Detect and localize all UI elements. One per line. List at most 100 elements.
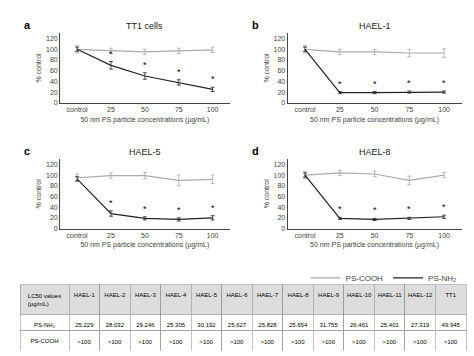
svg-text:0: 0: [281, 99, 285, 106]
svg-text:>100: >100: [413, 339, 427, 345]
svg-text:HAEL-10: HAEL-10: [347, 292, 372, 298]
svg-text:d: d: [252, 145, 259, 157]
svg-text:% control: % control: [263, 53, 270, 83]
svg-text:80: 80: [50, 56, 58, 63]
svg-text:*: *: [338, 204, 342, 214]
svg-text:60: 60: [277, 193, 285, 200]
svg-text:*: *: [143, 60, 147, 70]
svg-text:HAEL-7: HAEL-7: [257, 292, 279, 298]
svg-text:*: *: [211, 74, 215, 84]
svg-text:*: *: [109, 49, 113, 59]
svg-text:*: *: [407, 78, 411, 88]
svg-text:PS-COOH: PS-COOH: [346, 274, 384, 283]
svg-text:*: *: [373, 79, 377, 89]
svg-text:a: a: [24, 19, 31, 31]
svg-text:*: *: [211, 203, 215, 213]
svg-text:100: 100: [46, 46, 58, 53]
svg-text:>100: >100: [322, 339, 336, 345]
svg-text:26.461: 26.461: [350, 322, 369, 328]
svg-text:25: 25: [107, 106, 115, 113]
svg-text:*: *: [442, 202, 446, 212]
svg-text:0: 0: [54, 99, 58, 106]
svg-text:50 nm PS particle concentratio: 50 nm PS particle concentrations (µg/mL): [80, 241, 209, 249]
svg-text:TT1: TT1: [445, 292, 456, 298]
svg-text:% control: % control: [35, 179, 42, 209]
svg-text:40: 40: [50, 78, 58, 85]
svg-text:control: control: [294, 106, 315, 113]
svg-text:*: *: [442, 78, 446, 88]
svg-text:100: 100: [274, 172, 286, 179]
svg-text:27.319: 27.319: [411, 322, 430, 328]
svg-text:120: 120: [46, 35, 58, 42]
svg-text:>100: >100: [169, 339, 183, 345]
svg-text:HAEL-2: HAEL-2: [104, 292, 126, 298]
svg-text:% control: % control: [35, 53, 42, 83]
svg-text:25: 25: [336, 232, 344, 239]
svg-text:50: 50: [141, 106, 149, 113]
svg-text:control: control: [67, 232, 88, 239]
svg-text:25.305: 25.305: [167, 322, 186, 328]
svg-text:75: 75: [175, 232, 183, 239]
svg-text:control: control: [67, 106, 88, 113]
svg-text:*: *: [109, 198, 113, 208]
svg-text:PS-COOH: PS-COOH: [31, 338, 59, 344]
svg-text:HAEL-12: HAEL-12: [408, 292, 433, 298]
svg-text:*: *: [177, 205, 181, 215]
svg-text:25.229: 25.229: [75, 322, 94, 328]
svg-text:31.755: 31.755: [319, 322, 338, 328]
svg-text:*: *: [143, 204, 147, 214]
svg-text:HAEL-6: HAEL-6: [226, 292, 248, 298]
svg-text:>100: >100: [138, 339, 152, 345]
svg-text:HAEL-1: HAEL-1: [359, 21, 391, 31]
svg-text:>100: >100: [199, 339, 213, 345]
svg-text:25.654: 25.654: [289, 322, 308, 328]
svg-text:30.192: 30.192: [197, 322, 216, 328]
svg-text:>100: >100: [352, 339, 366, 345]
svg-text:120: 120: [274, 35, 286, 42]
svg-text:20: 20: [277, 214, 285, 221]
svg-text:>100: >100: [77, 339, 91, 345]
svg-text:HAEL-8: HAEL-8: [288, 292, 310, 298]
svg-text:>100: >100: [444, 339, 458, 345]
svg-text:PS-NH₂: PS-NH₂: [34, 322, 56, 328]
svg-text:50 nm PS particle concentratio: 50 nm PS particle concentrations (µg/mL): [80, 116, 209, 124]
svg-text:40: 40: [277, 78, 285, 85]
svg-text:50: 50: [371, 106, 379, 113]
svg-text:*: *: [373, 205, 377, 215]
svg-text:20: 20: [50, 214, 58, 221]
svg-text:50 nm PS particle concentratio: 50 nm PS particle concentrations (µg/mL): [310, 116, 439, 124]
svg-text:HAEL-4: HAEL-4: [165, 292, 187, 298]
svg-text:HAEL-11: HAEL-11: [378, 292, 403, 298]
svg-text:20: 20: [50, 89, 58, 96]
svg-text:HAEL-3: HAEL-3: [135, 292, 157, 298]
svg-text:>100: >100: [230, 339, 244, 345]
svg-text:80: 80: [50, 182, 58, 189]
svg-text:120: 120: [274, 161, 286, 168]
svg-text:75: 75: [405, 106, 413, 113]
svg-text:75: 75: [175, 106, 183, 113]
svg-text:29.246: 29.246: [136, 322, 155, 328]
svg-text:40: 40: [277, 204, 285, 211]
svg-text:20: 20: [277, 89, 285, 96]
svg-text:25: 25: [107, 232, 115, 239]
svg-text:HAEL-5: HAEL-5: [129, 147, 161, 157]
svg-text:60: 60: [50, 193, 58, 200]
svg-text:75: 75: [405, 232, 413, 239]
svg-text:50 nm PS particle concentratio: 50 nm PS particle concentrations (µg/mL): [310, 241, 439, 249]
svg-text:*: *: [177, 67, 181, 77]
svg-text:>100: >100: [260, 339, 274, 345]
svg-text:>100: >100: [291, 339, 305, 345]
svg-text:100: 100: [438, 232, 450, 239]
svg-text:60: 60: [50, 67, 58, 74]
svg-text:25.627: 25.627: [228, 322, 247, 328]
svg-text:*: *: [338, 79, 342, 89]
svg-text:control: control: [294, 232, 315, 239]
svg-text:100: 100: [438, 106, 450, 113]
svg-text:50: 50: [371, 232, 379, 239]
svg-text:100: 100: [207, 106, 219, 113]
svg-text:PS-NH₂: PS-NH₂: [428, 274, 456, 283]
svg-text:120: 120: [46, 161, 58, 168]
svg-text:49.945: 49.945: [442, 322, 461, 328]
svg-text:100: 100: [274, 46, 286, 53]
svg-text:HAEL-8: HAEL-8: [359, 147, 391, 157]
